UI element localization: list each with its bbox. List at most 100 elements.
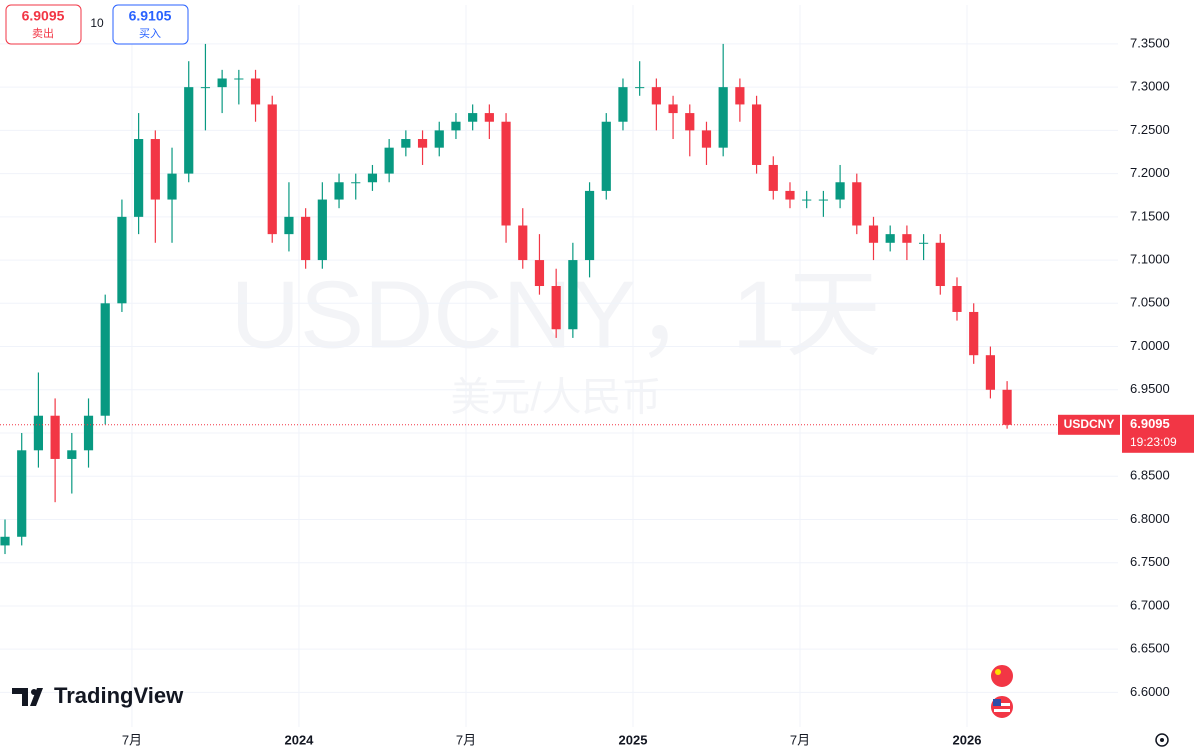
price-tag (1122, 414, 1194, 453)
y-tick-label: 6.8500 (1130, 468, 1170, 483)
watermark-subtitle: 美元/人民币 (450, 376, 661, 420)
candle-body (835, 182, 845, 200)
candle-body (701, 130, 712, 148)
y-tick-label: 7.3000 (1130, 79, 1170, 94)
candle-body (618, 87, 628, 122)
y-tick-label: 7.0500 (1130, 295, 1170, 310)
x-tick-label: 7月 (122, 732, 142, 747)
candle-body (768, 164, 778, 191)
candle-body (184, 87, 194, 174)
candle-body (351, 182, 361, 184)
sell-price[interactable]: 6.9095 (22, 8, 65, 24)
candle-body (501, 121, 511, 226)
gear-center[interactable] (1160, 738, 1164, 742)
candle-body (551, 286, 561, 330)
candle-body (150, 139, 160, 200)
settings-icon[interactable] (1155, 733, 1169, 747)
sell-box[interactable] (5, 4, 82, 45)
x-tick-label: 2026 (953, 732, 982, 747)
logo-icon[interactable] (12, 688, 43, 706)
candle-body (200, 87, 211, 89)
flag-stripe[interactable] (994, 709, 1010, 712)
candle-body (401, 139, 411, 148)
y-tick-label: 7.2500 (1130, 122, 1170, 137)
candle-body (668, 104, 678, 114)
symbol-tag (1058, 414, 1120, 435)
flag-circle[interactable] (989, 694, 1015, 720)
buy-label[interactable]: 买入 (139, 27, 161, 40)
candle-body (969, 311, 979, 356)
candle-body (885, 234, 895, 243)
x-tick-label: 2025 (619, 732, 648, 747)
buy-button[interactable]: 6.9105 买入 (112, 4, 189, 45)
y-tick-label: 7.1500 (1130, 208, 1170, 223)
quantity: 10 (90, 16, 104, 30)
candle-body (802, 199, 812, 201)
candle-body (50, 415, 60, 459)
flag-cn[interactable] (989, 663, 1015, 689)
gear[interactable] (1155, 733, 1169, 747)
buy-price[interactable]: 6.9105 (129, 8, 172, 24)
y-tick-label: 7.1000 (1130, 252, 1170, 267)
y-tick-label: 6.7000 (1130, 597, 1170, 612)
candle-body (785, 190, 795, 200)
candle-body (935, 242, 945, 287)
logo[interactable]: TradingView (12, 683, 184, 708)
y-tick-label: 6.9500 (1130, 381, 1170, 396)
y-tick-label: 7.2000 (1130, 165, 1170, 180)
candle-body (518, 225, 528, 261)
candle-body (735, 87, 745, 105)
candle-body (902, 234, 912, 243)
flag-us[interactable] (989, 694, 1015, 720)
candle-body (685, 113, 695, 131)
candle-body (301, 216, 311, 261)
buy-box[interactable] (112, 4, 189, 45)
sell-button[interactable]: 6.9095 卖出 (5, 4, 82, 45)
candle-body (919, 242, 929, 244)
candle-body (0, 536, 10, 546)
candle-body (584, 190, 595, 261)
flag-stripe[interactable] (994, 703, 1010, 706)
symbol-tag-text: USDCNY (1064, 417, 1115, 431)
flag-star[interactable] (995, 669, 1001, 675)
flag-circle[interactable] (989, 663, 1015, 689)
price-tag-value: 6.9095 (1130, 416, 1170, 431)
candle-body (83, 415, 94, 451)
candle-body (1002, 389, 1012, 425)
candle-body (818, 199, 828, 201)
y-tick-label: 6.6500 (1130, 641, 1170, 656)
candle-body (868, 225, 879, 243)
plot-area: 6.6000 6.6500 6.7000 6.7500 6.8000 6.8500 6.90… (0, 5, 1194, 747)
candle-body (985, 355, 995, 390)
candle-body (534, 260, 545, 287)
y-tick-label: 7.3500 (1130, 35, 1170, 50)
sell-label[interactable]: 卖出 (32, 26, 54, 40)
candle-body (468, 113, 478, 122)
y-tick-label: 6.8000 (1130, 511, 1170, 526)
candle-body (952, 286, 962, 312)
candle-body (451, 121, 461, 131)
candle-body (217, 78, 227, 88)
candle-body (117, 216, 127, 304)
candle-body (651, 87, 661, 105)
logo-dot[interactable] (31, 689, 37, 695)
candle-body (317, 199, 327, 261)
logo-text[interactable]: TradingView (54, 683, 184, 708)
candle-body (484, 113, 494, 122)
candle-body (284, 216, 294, 235)
candle-body (434, 130, 444, 148)
candle-body (852, 182, 862, 226)
flag-canton[interactable] (993, 699, 1001, 706)
candle-body (568, 260, 578, 330)
candle-body (234, 78, 244, 80)
candle-body (17, 450, 27, 537)
candle-body (601, 121, 611, 191)
candle-body (635, 87, 645, 89)
candle-body (33, 415, 44, 451)
price-tag-countdown: 19:23:09 (1130, 435, 1177, 449)
x-tick-label: 7月 (790, 732, 810, 747)
x-tick-label: 2024 (284, 732, 314, 747)
candle-body (100, 303, 110, 416)
candle-body (718, 87, 728, 148)
